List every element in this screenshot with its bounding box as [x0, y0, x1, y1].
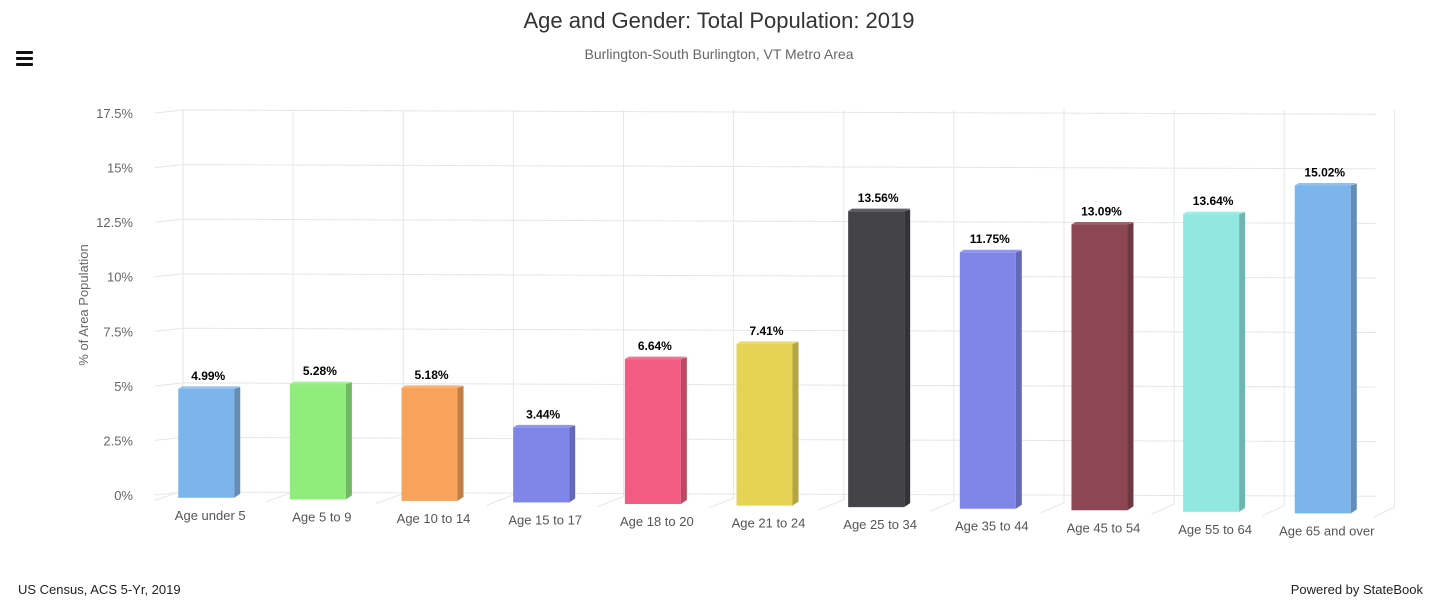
bar[interactable] [178, 386, 241, 498]
bar[interactable] [1294, 183, 1357, 514]
bar[interactable] [959, 249, 1022, 509]
data-label: 13.64% [1193, 194, 1234, 208]
data-label: 13.56% [858, 191, 899, 205]
y-axis: 0% 2.5% 5% 7.5% 10% 12.5% 15% 17.5% [96, 106, 133, 503]
bar[interactable] [513, 424, 576, 503]
data-label: 5.18% [415, 368, 449, 382]
y-tick-label: 17.5% [96, 106, 133, 121]
powered-by-credit[interactable]: Powered by StateBook [1290, 582, 1423, 597]
grid-line-x [708, 110, 735, 509]
x-tick-label: Age 10 to 14 [397, 511, 471, 526]
bar[interactable] [736, 341, 799, 506]
grid-line-y [154, 109, 1377, 115]
grid-line-x [1372, 110, 1395, 518]
bar-series [178, 183, 1357, 514]
grid-line-x [929, 110, 955, 512]
grid-line-x [597, 110, 624, 508]
grid-line-y [154, 164, 1377, 170]
grid-line-x [265, 110, 294, 503]
data-label: 11.75% [970, 232, 1010, 246]
y-axis-title: % of Area Population [76, 244, 91, 365]
x-tick-label: Age 55 to 64 [1178, 522, 1252, 537]
x-tick-label: Age 25 to 34 [843, 517, 917, 532]
x-tick-label: Age 21 to 24 [732, 516, 806, 531]
y-tick-label: 7.5% [103, 324, 133, 339]
x-tick-label: Age 5 to 9 [292, 509, 351, 524]
x-tick-label: Age 15 to 17 [508, 512, 582, 527]
y-tick-label: 12.5% [96, 215, 133, 230]
chart-subtitle: Burlington-South Burlington, VT Metro Ar… [584, 46, 854, 62]
grid-line-x [819, 110, 845, 511]
bar[interactable] [1071, 222, 1134, 511]
data-label: 15.02% [1304, 166, 1345, 180]
y-tick-label: 5% [114, 379, 133, 394]
hamburger-menu-icon[interactable] [12, 46, 38, 70]
y-tick-label: 2.5% [103, 433, 133, 448]
bar[interactable] [1183, 211, 1246, 512]
source-credit: US Census, ACS 5-Yr, 2019 [18, 582, 181, 597]
grid-line-x [376, 110, 404, 504]
grid-line-x [1262, 110, 1285, 517]
grid-line-x [1040, 110, 1065, 514]
data-label: 7.41% [749, 324, 783, 338]
chart-title: Age and Gender: Total Population: 2019 [523, 8, 915, 33]
data-labels: 4.99% 5.28% 5.18% 3.44% 6.64% 7.41% 13.56% 11.7… [191, 166, 1345, 422]
data-label: 3.44% [526, 407, 560, 421]
grid-line-x [1151, 110, 1175, 515]
y-tick-label: 15% [107, 161, 133, 176]
x-tick-label: Age 45 to 54 [1067, 520, 1141, 535]
x-tick-label: Age 18 to 20 [620, 514, 694, 529]
data-label: 6.64% [638, 339, 672, 353]
x-tick-label: Age 35 to 44 [955, 519, 1029, 534]
bar[interactable] [289, 381, 352, 500]
bar[interactable] [624, 356, 687, 505]
y-tick-label: 10% [107, 270, 133, 285]
x-axis: Age under 5 Age 5 to 9 Age 10 to 14 Age 15 … [175, 508, 1375, 539]
grid-line-x [486, 110, 514, 506]
x-tick-label: Age under 5 [175, 508, 246, 523]
bar[interactable] [401, 385, 464, 501]
x-tick-label: Age 65 and over [1279, 523, 1375, 538]
data-label: 4.99% [191, 369, 225, 383]
data-label: 13.09% [1081, 205, 1122, 219]
bar[interactable] [848, 208, 911, 508]
grid-lines [154, 109, 1395, 518]
y-tick-label: 0% [114, 488, 133, 503]
data-label: 5.28% [303, 364, 337, 378]
